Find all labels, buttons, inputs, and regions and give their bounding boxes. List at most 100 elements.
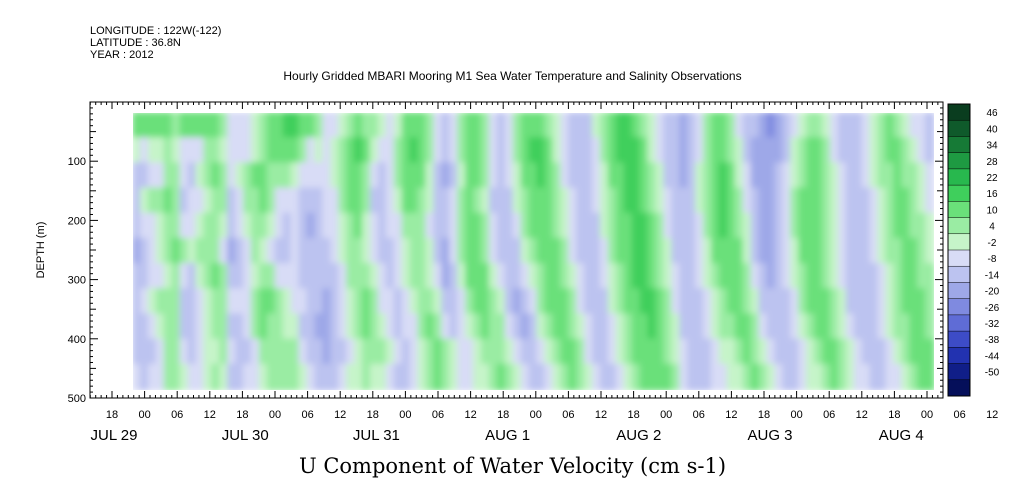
heatmap-cell xyxy=(607,237,618,266)
heatmap-cell xyxy=(679,187,690,215)
heatmap-cell xyxy=(235,313,246,341)
heatmap-cell xyxy=(718,313,729,341)
heatmap-cell xyxy=(726,363,737,390)
heatmap-cell xyxy=(274,363,285,390)
heatmap-cell xyxy=(599,313,610,341)
heatmap-cell xyxy=(821,187,832,215)
heatmap-cell xyxy=(814,288,824,316)
heatmap-cell xyxy=(425,137,436,165)
heatmap-cell xyxy=(147,338,158,366)
heatmap-cell xyxy=(227,338,238,366)
heatmap-cell xyxy=(133,263,142,291)
heatmap-cell xyxy=(885,237,896,266)
heatmap-cell xyxy=(544,338,555,366)
heatmap-cell xyxy=(322,338,333,366)
heatmap-cell xyxy=(195,187,206,215)
heatmap-cell xyxy=(814,237,824,266)
heatmap-cell xyxy=(837,162,848,190)
heatmap-cell xyxy=(718,162,729,190)
heatmap-cell xyxy=(449,237,460,266)
heatmap-cell xyxy=(599,162,610,190)
heatmap-cell xyxy=(925,263,934,291)
heatmap-cell xyxy=(885,313,896,341)
colorbar-label: -44 xyxy=(985,351,1000,362)
heatmap-cell xyxy=(909,338,920,366)
heatmap-cell xyxy=(647,113,658,140)
heatmap-cell xyxy=(528,338,539,366)
heatmap-cell xyxy=(909,288,920,316)
colorbar-band xyxy=(948,314,970,332)
heatmap-cell xyxy=(401,137,412,165)
heatmap-cell xyxy=(179,162,190,190)
heatmap-cell xyxy=(584,338,594,366)
heatmap-cell xyxy=(591,338,602,366)
heatmap-cell xyxy=(425,212,436,240)
heatmap-cell xyxy=(710,263,721,291)
heatmap-cell xyxy=(790,162,801,190)
colorbar-band xyxy=(948,201,970,219)
heatmap-cell xyxy=(322,137,333,165)
heatmap-cell xyxy=(710,237,721,266)
heatmap-cell xyxy=(584,237,594,266)
heatmap-cell xyxy=(465,363,476,390)
heatmap-cell xyxy=(425,237,436,266)
heatmap-cell xyxy=(457,113,468,140)
heatmap-cell xyxy=(758,338,769,366)
heatmap-cell xyxy=(814,313,824,341)
heatmap-cell xyxy=(695,237,706,266)
heatmap-cell xyxy=(322,288,333,316)
colorbar-label: 4 xyxy=(989,222,995,233)
heatmap-cell xyxy=(314,338,325,366)
heatmap-cell xyxy=(417,162,428,190)
colorbar-band xyxy=(948,104,970,121)
heatmap-cell xyxy=(568,313,579,341)
heatmap-cell xyxy=(369,263,380,291)
heatmap-cell xyxy=(750,363,761,390)
heatmap-cell xyxy=(385,263,396,291)
x-hour-label: 00 xyxy=(138,409,150,421)
heatmap-cell xyxy=(671,162,682,190)
heatmap-cell xyxy=(147,363,158,390)
heatmap-cell xyxy=(195,313,206,341)
heatmap-cell xyxy=(155,162,166,190)
heatmap-cell xyxy=(306,288,317,316)
heatmap-cell xyxy=(845,288,856,316)
heatmap-cell xyxy=(187,237,198,266)
heatmap-cell xyxy=(473,113,483,140)
heatmap-cell xyxy=(742,187,753,215)
heatmap-cell xyxy=(687,263,698,291)
heatmap-cell xyxy=(655,288,666,316)
heatmap-cell xyxy=(243,288,253,316)
heatmap-cell xyxy=(695,212,706,240)
heatmap-cell xyxy=(290,113,301,140)
heatmap-cell xyxy=(576,338,587,366)
heatmap-cell xyxy=(758,363,769,390)
heatmap-cell xyxy=(361,237,372,266)
heatmap-cell xyxy=(377,313,388,341)
heatmap-cell xyxy=(488,137,499,165)
heatmap-cell xyxy=(631,338,642,366)
x-hour-label: 00 xyxy=(660,409,672,421)
heatmap-cell xyxy=(139,313,150,341)
heatmap-cell xyxy=(298,212,309,240)
heatmap-cell xyxy=(663,162,674,190)
heatmap-cell xyxy=(377,338,388,366)
heatmap-cell xyxy=(354,113,364,140)
heatmap-cell xyxy=(187,313,198,341)
heatmap-cell xyxy=(560,363,571,390)
heatmap-cell xyxy=(179,263,190,291)
heatmap-cell xyxy=(330,363,341,390)
heatmap-cell xyxy=(734,162,745,190)
heatmap-cell xyxy=(821,313,832,341)
heatmap-cell xyxy=(734,288,745,316)
heatmap-cell xyxy=(235,338,246,366)
heatmap-cell xyxy=(488,263,499,291)
heatmap-cell xyxy=(703,237,713,266)
heatmap-cell xyxy=(338,363,349,390)
heatmap-cell xyxy=(695,137,706,165)
heatmap-cell xyxy=(814,263,824,291)
heatmap-cell xyxy=(512,288,523,316)
heatmap-cell xyxy=(885,162,896,190)
colorbar-band xyxy=(948,298,970,316)
heatmap-cell xyxy=(457,212,468,240)
